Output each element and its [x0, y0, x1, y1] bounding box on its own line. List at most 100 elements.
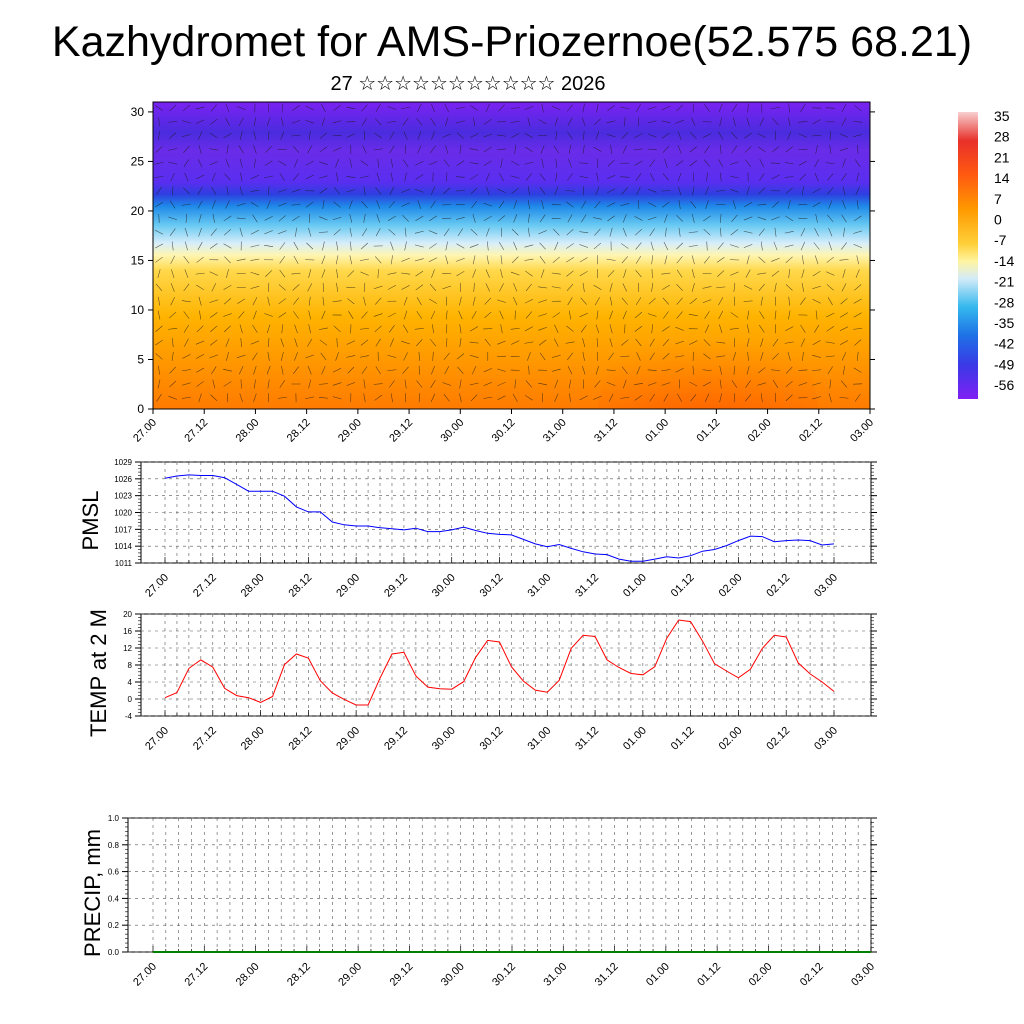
- wind-vector: [511, 340, 520, 345]
- wind-vector: [169, 104, 177, 112]
- wind-vector: [677, 145, 682, 154]
- wind-vector: [785, 256, 793, 263]
- heatmap-x-tick-label: 02.12: [797, 417, 825, 445]
- wind-vector: [373, 285, 383, 290]
- wind-vector: [647, 106, 657, 110]
- wind-vector: [649, 352, 655, 361]
- wind-vector: [253, 310, 257, 320]
- wind-vector: [250, 244, 260, 248]
- wind-vector: [321, 310, 326, 320]
- wind-vector: [268, 282, 270, 292]
- wind-vector: [785, 187, 793, 194]
- wind-vector: [154, 229, 164, 235]
- wind-vector: [473, 117, 476, 127]
- wind-vector: [250, 340, 260, 345]
- wind-vector: [702, 369, 712, 371]
- x-tick-label: 27.12: [182, 961, 210, 989]
- wind-vector: [758, 187, 766, 195]
- wind-vector: [758, 228, 765, 236]
- wind-vector: [676, 311, 683, 319]
- wind-vector: [416, 118, 423, 126]
- wind-vector: [184, 269, 189, 278]
- wind-vector: [854, 393, 861, 402]
- wind-vector: [183, 283, 190, 292]
- heatmap-x-tick-label: 02.00: [746, 417, 774, 445]
- wind-vector: [760, 338, 764, 347]
- wind-vector: [609, 227, 613, 237]
- wind-vector: [579, 175, 589, 179]
- wind-vector: [184, 241, 188, 251]
- wind-vector: [636, 186, 641, 195]
- y-tick-label: 0: [128, 695, 133, 704]
- x-tick-label: 02.00: [717, 572, 745, 600]
- wind-vector: [621, 297, 628, 305]
- wind-vector: [730, 189, 739, 193]
- x-tick-label: 02.12: [798, 961, 826, 989]
- wind-vector: [552, 105, 561, 111]
- wind-vector: [829, 131, 831, 141]
- wind-vector: [855, 159, 861, 168]
- wind-vector: [785, 326, 794, 332]
- colorbar-label: 21: [994, 149, 1010, 165]
- wind-vector: [293, 297, 299, 305]
- wind-vector: [784, 176, 794, 178]
- wind-vector: [718, 159, 724, 168]
- wind-vector: [168, 216, 178, 221]
- wind-vector: [637, 200, 640, 210]
- wind-vector: [853, 244, 862, 248]
- wind-vector: [773, 241, 778, 251]
- wind-vector: [158, 213, 160, 223]
- wind-vector: [197, 186, 203, 195]
- wind-vector: [744, 132, 752, 139]
- wind-vector: [387, 272, 397, 275]
- wind-vector: [209, 148, 219, 151]
- wind-vector: [375, 187, 382, 195]
- x-tick-label: 29.12: [382, 572, 410, 600]
- wind-vector: [292, 145, 300, 153]
- wind-vector: [360, 160, 369, 167]
- wind-vector: [678, 200, 681, 210]
- wind-vector: [661, 369, 671, 372]
- wind-vector: [595, 324, 600, 334]
- wind-vector: [414, 244, 424, 248]
- wind-vector: [853, 230, 863, 234]
- wind-vector: [483, 381, 493, 387]
- wind-vector: [812, 298, 821, 304]
- wind-vector: [785, 146, 793, 153]
- wind-vector: [647, 382, 657, 386]
- wind-vector: [565, 190, 575, 192]
- wind-vector: [267, 338, 270, 348]
- wind-vector: [718, 103, 723, 113]
- wind-vector: [346, 340, 355, 345]
- wind-vector: [746, 117, 750, 127]
- wind-vector: [225, 117, 230, 126]
- wind-vector: [622, 145, 628, 154]
- wind-vector: [442, 133, 451, 138]
- wind-vector: [307, 283, 313, 292]
- wind-vector: [224, 256, 231, 264]
- wind-vector: [771, 146, 780, 153]
- wind-vector: [746, 255, 750, 265]
- wind-vector: [226, 351, 229, 361]
- wind-vector: [280, 351, 284, 361]
- wind-vector: [826, 256, 835, 263]
- wind-vector: [168, 121, 178, 123]
- wind-vector: [292, 173, 300, 181]
- wind-vector: [828, 227, 833, 237]
- wind-vector: [444, 366, 450, 375]
- colorbar-strip: [958, 112, 978, 399]
- wind-vector: [800, 104, 806, 112]
- wind-vector: [582, 117, 586, 127]
- wind-vector: [539, 352, 546, 361]
- wind-vector: [267, 351, 270, 361]
- wind-vector: [636, 103, 641, 113]
- wind-vector: [815, 310, 818, 320]
- wind-vector: [609, 296, 613, 306]
- x-tick-label: 28.12: [285, 961, 313, 989]
- wind-vector: [279, 173, 285, 181]
- wind-vector: [250, 189, 260, 192]
- x-tick-label: 03.00: [812, 725, 840, 753]
- wind-vector: [157, 269, 161, 279]
- wind-vector: [566, 283, 574, 291]
- wind-vector: [278, 160, 287, 166]
